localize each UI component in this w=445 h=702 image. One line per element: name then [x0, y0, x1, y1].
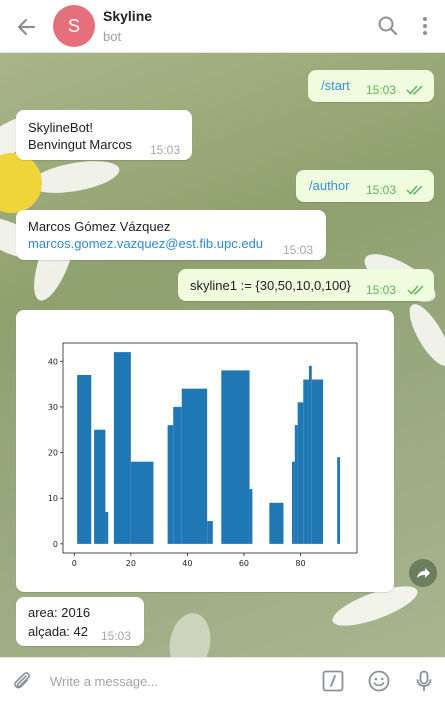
message-incoming[interactable]: area: 2016 alçada: 42 15:03 [16, 597, 144, 646]
x-tick-label: 20 [126, 559, 136, 568]
message-incoming[interactable]: SkylineBot! Benvingut Marcos 15:03 [16, 110, 192, 160]
message-text: alçada: 42 [28, 624, 88, 639]
message-text: SkylineBot! [28, 120, 94, 135]
chart-bar [308, 365, 312, 544]
skyline-chart-message[interactable]: 0 20 40 60 80 0 10 20 30 40 [16, 310, 394, 592]
share-button[interactable] [409, 559, 437, 587]
chart-bar [303, 379, 309, 544]
avatar[interactable]: S [53, 5, 95, 47]
double-check-icon [406, 85, 423, 95]
message-text[interactable]: /author [309, 178, 350, 193]
y-tick-label: 0 [53, 540, 58, 549]
x-tick-label: 60 [239, 559, 249, 568]
chart-bar [130, 461, 154, 544]
chart-bar [337, 457, 341, 544]
chart-bar [207, 521, 213, 544]
chart-bar [269, 502, 284, 544]
message-text: skyline1 := {30,50,10,0,100} [190, 278, 351, 293]
message-input[interactable] [50, 670, 300, 692]
message-time: 15:03 [366, 183, 397, 197]
message-text: area: 2016 [28, 605, 91, 620]
chat-subtitle: bot [103, 29, 122, 44]
y-tick-label: 30 [48, 403, 58, 412]
y-tick-label: 10 [48, 494, 58, 503]
back-arrow-icon[interactable] [12, 12, 42, 42]
y-tick-label: 20 [48, 449, 58, 458]
email-link[interactable]: marcos.gomez.vazquez@est.fib.upc.edu [28, 236, 264, 251]
chat-header: S Skyline bot [0, 0, 445, 53]
x-tick-label: 40 [182, 559, 192, 568]
skyline-bar-chart: 0 20 40 60 80 0 10 20 30 40 [48, 342, 358, 568]
chart-bar [113, 352, 131, 544]
message-time: 15:03 [366, 283, 397, 297]
share-arrow-icon [417, 568, 430, 578]
chart-bar [173, 406, 182, 544]
double-check-icon [407, 285, 424, 295]
message-outgoing[interactable]: /author 15:03 [296, 170, 434, 202]
chart-bar [297, 402, 304, 544]
chart-bar [311, 379, 324, 544]
chart-bar [77, 374, 92, 544]
message-text[interactable]: /start [321, 78, 350, 93]
message-time: 15:03 [283, 243, 314, 257]
chart-frame [62, 342, 358, 554]
message-outgoing[interactable]: /start 15:03 [308, 70, 434, 102]
chart-bar [94, 429, 106, 544]
microphone-icon[interactable] [412, 669, 436, 693]
message-text: Marcos Gómez Vázquez [28, 219, 171, 234]
double-check-icon [406, 185, 423, 195]
search-icon[interactable] [375, 13, 401, 39]
message-incoming[interactable]: Marcos Gómez Vázquez marcos.gomez.vazque… [16, 210, 326, 260]
message-outgoing[interactable]: skyline1 := {30,50,10,0,100} 15:03 [178, 269, 434, 301]
message-time: 15:03 [150, 143, 181, 157]
bot-command-icon[interactable] [321, 669, 345, 693]
chart-bar [294, 425, 298, 544]
y-tick-label: 40 [48, 357, 58, 366]
x-tick-label: 80 [295, 559, 305, 568]
attach-paperclip-icon[interactable] [10, 669, 34, 693]
chart-bar [167, 425, 174, 544]
chat-title[interactable]: Skyline [103, 8, 153, 24]
message-time: 15:03 [101, 629, 132, 643]
message-composer [0, 657, 445, 702]
chart-bar [105, 511, 109, 544]
message-time: 15:03 [366, 83, 397, 97]
emoji-icon[interactable] [367, 669, 391, 693]
chart-bar [181, 388, 208, 544]
chart-bar [221, 370, 250, 544]
more-menu-icon[interactable] [412, 13, 438, 39]
chart-bar [249, 489, 253, 544]
chat-area: /start 15:03 SkylineBot! Benvingut Marco… [0, 53, 445, 657]
x-tick-label: 0 [72, 559, 77, 568]
chart-bar [291, 461, 295, 544]
message-text: Benvingut Marcos [28, 137, 133, 152]
